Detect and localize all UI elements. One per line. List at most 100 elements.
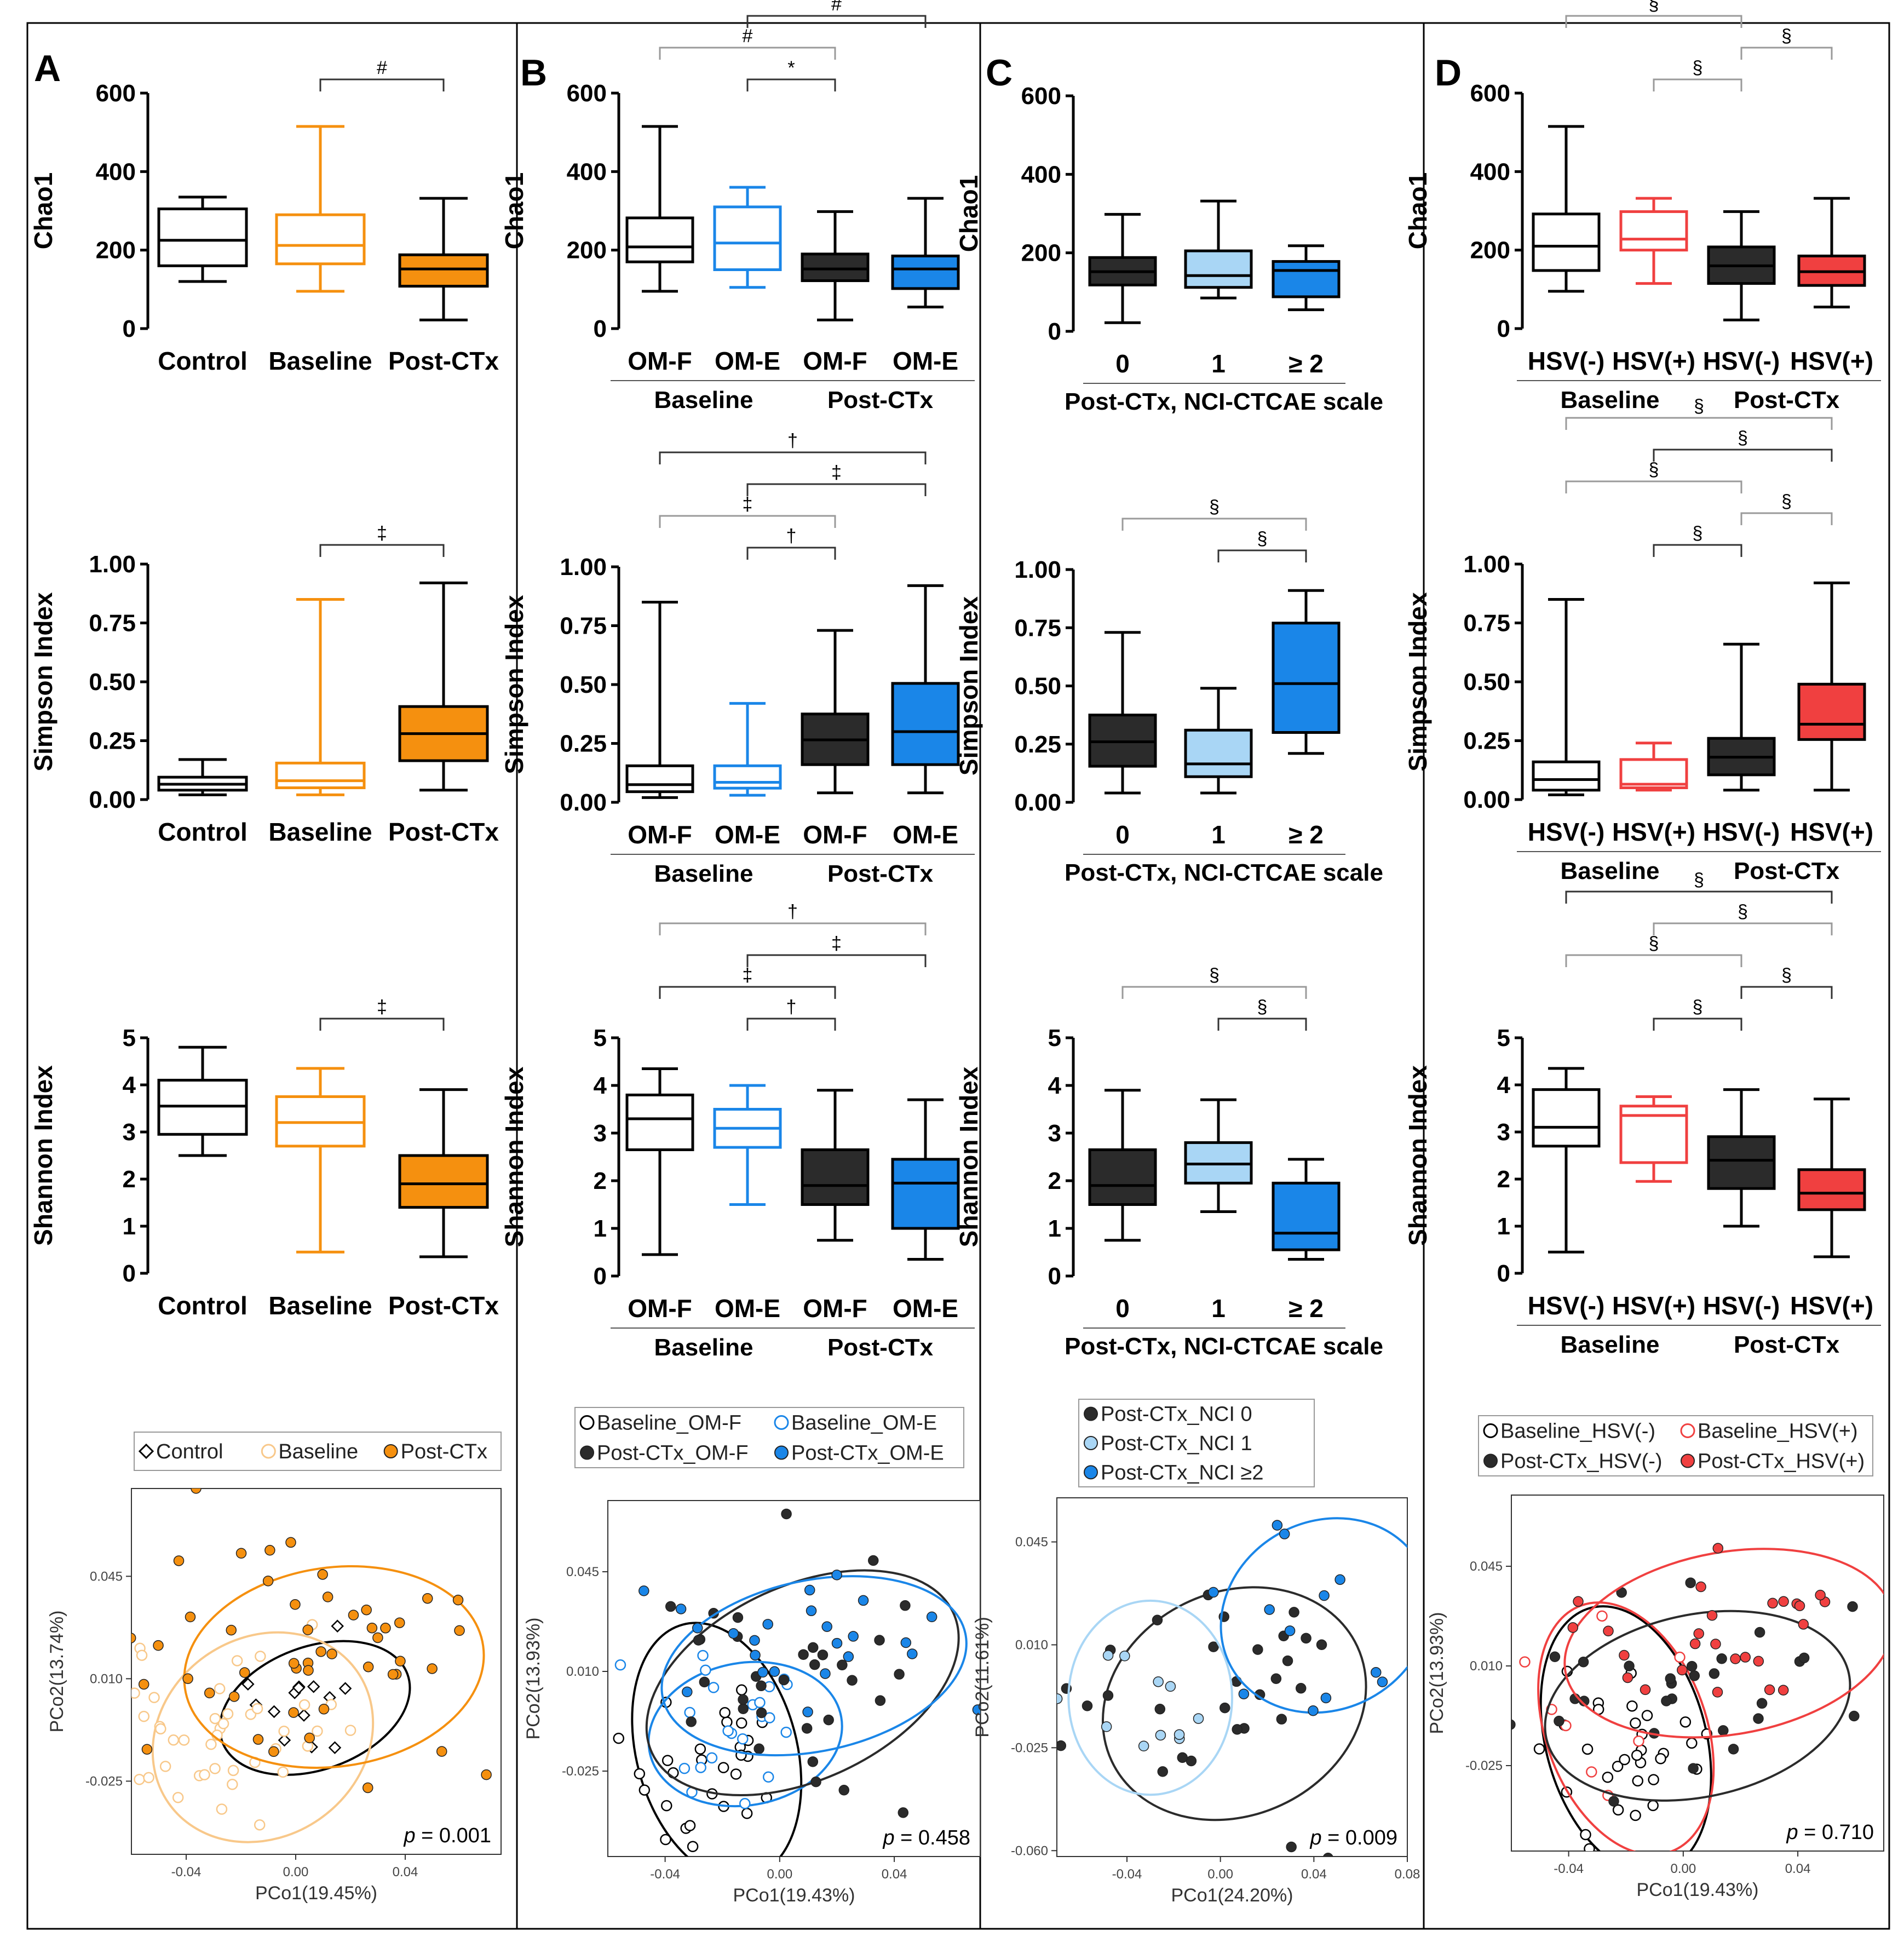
pcoa-B-pcoa: -0.04 0.00 0.04 -0.025 0.010 0.045 PCo1(19.43%… xyxy=(523,1407,981,1906)
data-point xyxy=(1710,1639,1721,1650)
y-tick-label: 0.00 xyxy=(560,789,607,816)
y-tick-label: 2 xyxy=(1048,1168,1061,1194)
data-point xyxy=(838,1784,850,1796)
p-value-label: p = 0.710 xyxy=(1786,1821,1874,1844)
data-point xyxy=(1798,1652,1810,1664)
x-axis-label: PCo1(24.20%) xyxy=(1171,1885,1293,1906)
data-point xyxy=(732,1612,744,1623)
data-point xyxy=(837,1659,848,1671)
data-point xyxy=(762,1771,774,1783)
data-point xyxy=(823,1714,834,1726)
y-tick-label: 1.00 xyxy=(1463,551,1510,578)
box-2 xyxy=(398,1088,489,1258)
legend-item: Baseline_OM-F xyxy=(579,1412,741,1435)
legend-marker xyxy=(383,1444,398,1458)
y-tick-label: 0 xyxy=(1497,315,1510,342)
x-tick-label: 0.00 xyxy=(283,1865,309,1880)
x-tick-label: 0.04 xyxy=(393,1865,418,1880)
bracket-line xyxy=(746,547,836,560)
data-point xyxy=(1716,1653,1727,1664)
data-point xyxy=(1220,1702,1230,1714)
data-point xyxy=(217,1718,229,1729)
data-point xyxy=(1174,1729,1185,1740)
data-point xyxy=(1706,1610,1718,1621)
data-point xyxy=(1624,1660,1635,1671)
box-iqr xyxy=(1272,1181,1341,1251)
y-tick-label: 0.00 xyxy=(1014,789,1061,816)
data-point xyxy=(749,1635,760,1646)
data-point xyxy=(1193,1713,1204,1724)
data-point xyxy=(331,1619,344,1633)
data-point xyxy=(692,1622,703,1634)
y-tick-label: 0.50 xyxy=(560,671,607,698)
data-point xyxy=(1154,1704,1166,1715)
bracket-line xyxy=(1740,986,1833,999)
box-iqr xyxy=(713,205,782,272)
y-axis-label: Simpson Index xyxy=(954,596,983,776)
data-point xyxy=(1322,1853,1333,1857)
p-symbol: p xyxy=(882,1826,894,1849)
pcoa-D-pcoa: -0.04 0.00 0.04 -0.025 0.010 0.045 PCo1(19.43%… xyxy=(1426,1415,1884,1900)
confidence-ellipse xyxy=(1539,1605,1712,1851)
box-iqr xyxy=(1532,1088,1601,1148)
category-label: OM-E xyxy=(893,820,958,849)
y-tick-label: -0.025 xyxy=(85,1774,123,1789)
x-axis-subtitle: Post-CTx, NCI-CTCAE scale xyxy=(1065,859,1383,886)
data-point xyxy=(1519,1656,1531,1668)
category-label: Baseline xyxy=(268,347,372,375)
data-point xyxy=(264,1545,275,1556)
data-point xyxy=(1554,1715,1564,1727)
data-point xyxy=(348,1610,359,1620)
data-point xyxy=(875,1695,886,1706)
bracket-line xyxy=(659,451,927,464)
data-point xyxy=(900,1637,912,1648)
data-point xyxy=(326,1648,337,1659)
data-point xyxy=(699,1676,710,1688)
data-point xyxy=(427,1663,438,1674)
y-tick-label: 1 xyxy=(1048,1215,1061,1242)
category-label: HSV(-) xyxy=(1528,818,1605,846)
data-point xyxy=(750,1650,761,1661)
legend-marker xyxy=(774,1445,789,1460)
data-point xyxy=(1119,1650,1130,1662)
category-label: 0 xyxy=(1115,1294,1130,1323)
data-point xyxy=(1057,1693,1063,1704)
data-point xyxy=(1177,1752,1188,1763)
data-point xyxy=(422,1593,433,1604)
significance-bracket: § xyxy=(1740,965,1833,999)
bracket-symbol: § xyxy=(1257,528,1268,549)
p-value-label: p = 0.001 xyxy=(403,1824,491,1847)
data-point xyxy=(738,1703,749,1714)
data-point xyxy=(728,1628,739,1639)
significance-bracket: ‡ xyxy=(746,462,927,496)
data-point xyxy=(227,1765,239,1777)
box-iqr xyxy=(891,1158,960,1230)
y-tick-label: 0.25 xyxy=(89,728,136,755)
legend: Baseline_OM-F Baseline_OM-E Post-CTx_OM-F P… xyxy=(574,1407,964,1468)
box-2 xyxy=(1272,589,1341,755)
box-1 xyxy=(1619,742,1688,792)
x-tick-label: 0.04 xyxy=(1301,1867,1327,1882)
category-label: HSV(+) xyxy=(1612,1291,1695,1320)
y-axis-label: Shannon Index xyxy=(954,1066,983,1247)
data-point xyxy=(1584,1843,1595,1851)
data-point xyxy=(1728,1744,1739,1755)
bracket-line xyxy=(1740,512,1833,525)
box-3 xyxy=(891,584,960,795)
plot-area xyxy=(607,1500,981,1857)
data-point xyxy=(1686,1660,1698,1672)
x-axis-subtitle: Post-CTx, NCI-CTCAE scale xyxy=(1065,1333,1383,1360)
data-point xyxy=(138,1710,150,1722)
legend-item: Post-CTx xyxy=(383,1440,487,1463)
box-3 xyxy=(1797,581,1866,792)
significance-bracket: § xyxy=(1653,523,1742,557)
data-point xyxy=(1511,1719,1516,1730)
data-point xyxy=(1308,1705,1319,1716)
boxplot-C-shannon: 0 1 2 3 4 5 Shannon Index 0 1 ≥ 2 Post-CTx, NCI-CT… xyxy=(954,965,1383,1360)
bracket-symbol: § xyxy=(1693,997,1703,1018)
category-label: OM-F xyxy=(628,347,692,375)
box-1 xyxy=(713,1084,782,1206)
group-label: Baseline xyxy=(654,387,753,413)
data-point xyxy=(1794,1600,1805,1611)
